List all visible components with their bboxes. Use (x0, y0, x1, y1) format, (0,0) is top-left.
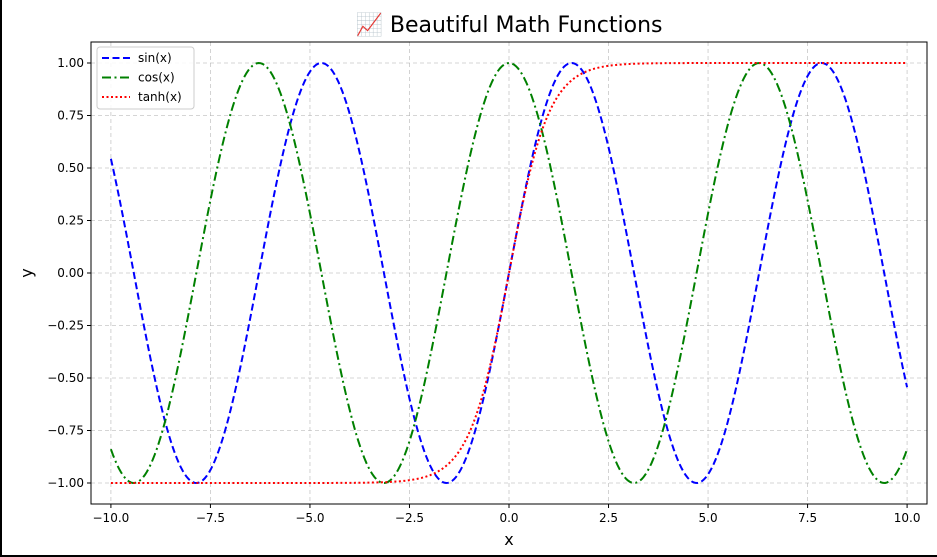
legend-label: sin(x) (138, 51, 172, 65)
y-tick-label: 0.00 (57, 266, 84, 280)
x-tick-label: −2.5 (395, 511, 424, 525)
x-axis: −10.0 −7.5 −5.0 −2.5 0.0 2.5 5.0 7.5 10.0 (93, 504, 921, 525)
legend-label: cos(x) (138, 71, 175, 85)
legend: sin(x) cos(x) tanh(x) (96, 46, 195, 110)
y-tick-label: 1.00 (57, 56, 84, 70)
y-tick-label: 0.25 (57, 214, 84, 228)
series-line-sin (109, 62, 909, 484)
y-axis: 1.00 0.75 0.50 0.25 0.00 −0.25 −0.50 −0.75 −1.00 (47, 56, 91, 490)
y-tick-label: −0.25 (47, 319, 84, 333)
x-tick-label: −7.5 (196, 511, 225, 525)
x-tick-label: 7.5 (798, 511, 817, 525)
y-tick-label: −1.00 (47, 476, 84, 490)
grid (91, 42, 927, 504)
y-tick-label: 0.75 (57, 109, 84, 123)
series-line-tanh (110, 62, 908, 484)
x-tick-label: 2.5 (599, 511, 618, 525)
series-line-cos (109, 62, 909, 484)
x-axis-label: x (504, 530, 513, 549)
x-tick-label: −10.0 (93, 511, 130, 525)
y-axis-label: y (17, 268, 36, 277)
x-tick-label: 5.0 (699, 511, 718, 525)
series-layer (109, 62, 909, 484)
legend-box (96, 46, 195, 110)
y-tick-label: −0.50 (47, 371, 84, 385)
legend-label: tanh(x) (138, 90, 182, 104)
y-tick-label: 0.50 (57, 161, 84, 175)
chart-title: 📈 Beautiful Math Functions (355, 12, 662, 38)
x-tick-label: 10.0 (894, 511, 921, 525)
x-tick-label: 0.0 (499, 511, 518, 525)
x-tick-label: −5.0 (295, 511, 324, 525)
y-tick-label: −0.75 (47, 424, 84, 438)
